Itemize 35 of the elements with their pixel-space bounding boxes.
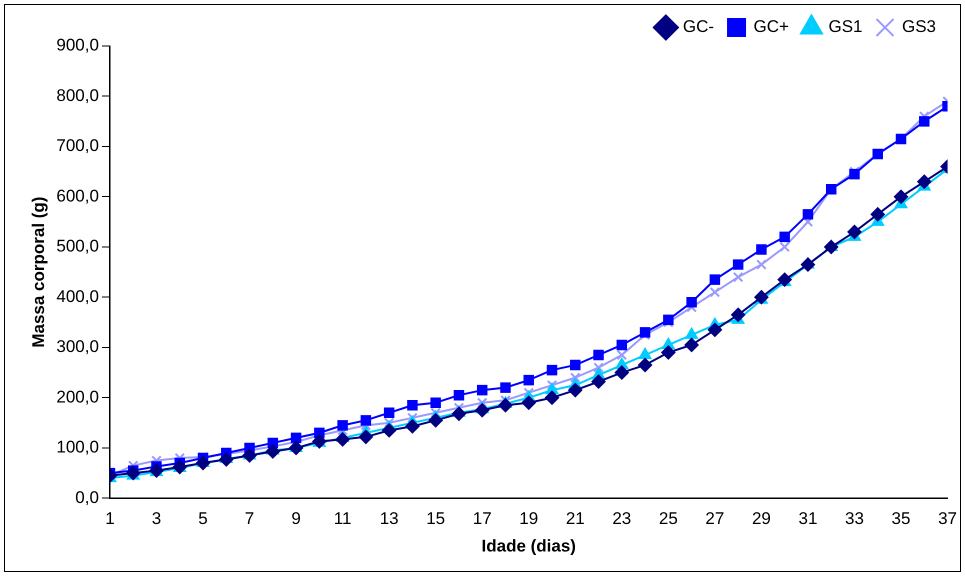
x-tick-label: 23 [612,509,632,528]
y-tick-label: 300,0 [56,337,99,356]
x-tick-label: 31 [798,509,818,528]
x-tick-label: 25 [658,509,678,528]
x-tick-label: 35 [892,509,910,528]
y-tick-label: 500,0 [56,236,99,256]
x-tick-label: 13 [380,509,399,528]
x-tick-label: 21 [566,509,585,528]
x-tick-label: 17 [472,509,492,528]
x-tick-label: 19 [519,509,538,528]
y-tick-label: 700,0 [56,136,99,156]
y-tick-label: 600,0 [56,186,99,206]
x-tick-label: 37 [938,509,958,528]
legend-label: GC- [682,17,714,36]
y-tick-label: 0,0 [75,488,99,507]
x-tick-label: 33 [845,509,864,528]
y-tick-label: 800,0 [56,86,99,105]
y-tick-label: 100,0 [56,438,99,457]
x-tick-label: 15 [426,509,446,528]
x-tick-label: 5 [198,509,208,528]
y-tick-label: 400,0 [56,286,99,306]
x-tick-label: 27 [705,509,724,528]
y-tick-label: 900,0 [56,36,99,55]
x-tick-label: 3 [152,509,162,528]
x-tick-label: 11 [334,509,352,528]
x-tick-label: 1 [105,509,115,528]
x-tick-label: 7 [244,509,254,528]
x-tick-label: 29 [752,509,771,528]
legend-label: GC+ [754,17,790,36]
x-tick-label: 9 [291,509,301,528]
legend-label: GS3 [902,17,936,36]
y-tick-label: 200,0 [56,387,99,406]
legend-label: GS1 [828,17,862,36]
y-axis-title: Massa corporal (g) [28,196,48,348]
x-axis-title: Idade (dias) [482,536,576,556]
